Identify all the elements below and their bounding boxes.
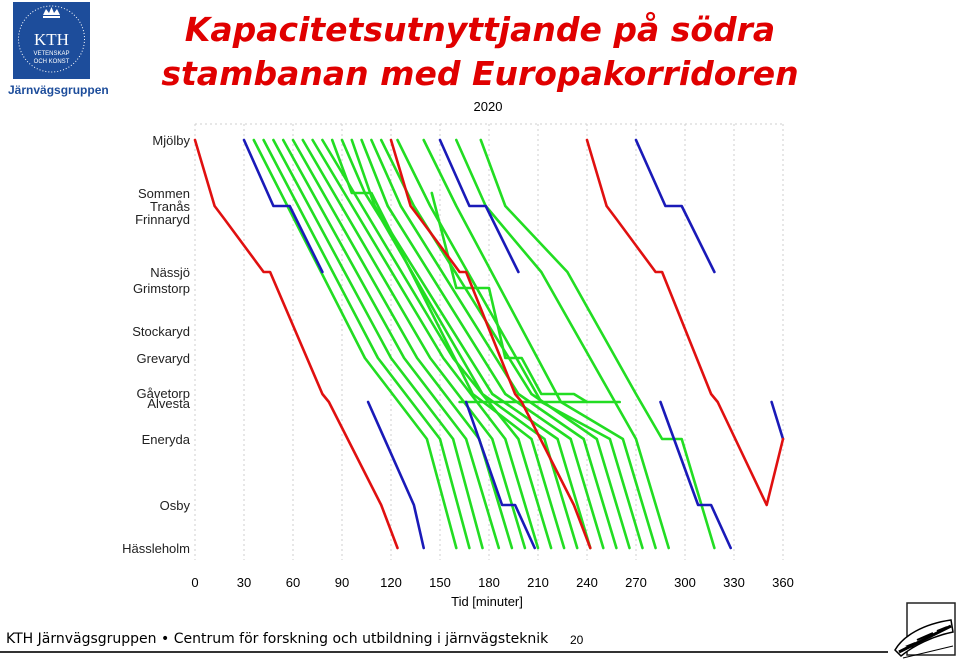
station-label: Sommen [138,186,190,201]
logo-caption: Järnvägsgruppen [8,83,109,97]
train-path-green [301,138,527,550]
train-path-green [430,191,589,404]
train-path-blue [464,400,537,550]
x-tick-label: 240 [576,575,598,590]
station-label: Grevaryd [137,351,190,366]
station-label: Tranås [150,199,190,214]
page-title: Kapacitetsutnyttjande på södra [184,10,776,49]
train-path-green [311,138,540,550]
station-label: Eneryda [142,432,191,447]
x-tick-label: 30 [237,575,251,590]
x-tick-label: 120 [380,575,402,590]
kth-logo: KTH VETENSKAP OCH KONST [13,2,90,79]
x-tick-label: 210 [527,575,549,590]
x-tick-label: 180 [478,575,500,590]
logo-subtext: OCH KONST [34,59,70,65]
logo-subtext: VETENSKAP [33,51,69,57]
station-label: Gåvetorp [137,386,190,401]
train-path-red [193,138,399,550]
x-axis-label: Tid [minuter] [451,594,523,609]
x-tick-label: 0 [191,575,198,590]
train-path-blue [770,400,785,441]
train-path-red [585,138,785,507]
x-tick-label: 270 [625,575,647,590]
train-path-green [252,138,458,550]
train-path-red [389,138,592,550]
train-path-green [262,138,471,550]
logo-text: KTH [34,30,69,49]
page-title: stambanan med Europakorridoren [161,54,799,93]
train-path-blue [438,138,520,274]
train-path-green [330,138,566,550]
station-label: Frinnaryd [135,212,190,227]
train-icon [894,602,956,659]
train-path-blue [242,138,324,274]
train-layer [193,138,785,550]
train-path-green [454,138,671,550]
train-path-blue [659,400,733,550]
station-label: Grimstorp [133,281,190,296]
tick-labels: 0 30 60 90 120 150 180 210 240 270 300 330 360 [191,575,793,590]
station-label: Alvesta [147,396,190,411]
train-path-green [291,138,514,550]
x-tick-label: 60 [286,575,300,590]
footer-text: KTH Järnvägsgruppen • Centrum för forskn… [6,631,549,647]
train-path-green [360,138,605,550]
x-tick-label: 360 [772,575,794,590]
train-path-green [350,138,592,550]
x-tick-label: 150 [429,575,451,590]
x-tick-label: 90 [335,575,349,590]
grid-layer [194,123,784,560]
station-label: Nässjö [150,265,190,280]
page-number: 20 [570,633,584,647]
train-path-green [479,138,716,550]
train-path-green [281,138,501,550]
train-path-green [272,138,484,550]
train-path-green [370,138,618,550]
chart-title: 2020 [473,99,503,114]
train-path-green [321,138,553,550]
station-label: Stockaryd [132,324,190,339]
x-tick-label: 300 [674,575,696,590]
train-path-blue [634,138,716,274]
kth-logo-graphic: KTH VETENSKAP OCH KONST [13,2,90,79]
station-label: Osby [160,498,191,513]
station-label: Mjölby [152,133,190,148]
footer-divider [0,651,888,653]
train-path-blue [366,400,426,550]
x-tick-label: 330 [723,575,745,590]
station-label: Hässleholm [122,541,190,556]
train-path-green [422,138,657,550]
